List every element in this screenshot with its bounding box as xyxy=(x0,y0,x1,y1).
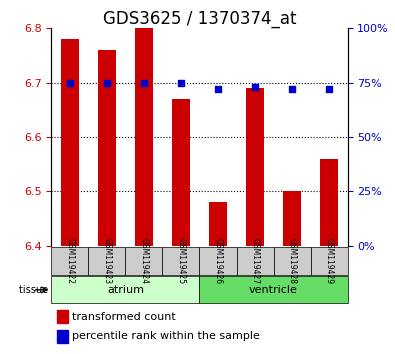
FancyBboxPatch shape xyxy=(88,247,126,274)
FancyBboxPatch shape xyxy=(51,247,88,274)
FancyBboxPatch shape xyxy=(274,247,310,274)
FancyBboxPatch shape xyxy=(237,247,274,274)
Text: tissue: tissue xyxy=(19,285,51,295)
Point xyxy=(289,86,295,92)
Text: GSM119423: GSM119423 xyxy=(102,238,111,284)
Bar xyxy=(57,330,68,343)
Point xyxy=(326,86,332,92)
FancyBboxPatch shape xyxy=(310,247,348,274)
Title: GDS3625 / 1370374_at: GDS3625 / 1370374_at xyxy=(103,10,296,28)
Text: transformed count: transformed count xyxy=(72,312,176,321)
Text: GSM119426: GSM119426 xyxy=(213,238,222,284)
FancyBboxPatch shape xyxy=(199,276,348,303)
Text: percentile rank within the sample: percentile rank within the sample xyxy=(72,331,260,341)
FancyBboxPatch shape xyxy=(126,247,162,274)
Point xyxy=(67,80,73,85)
Text: GSM119427: GSM119427 xyxy=(250,238,260,284)
Point xyxy=(104,80,110,85)
Bar xyxy=(320,159,339,246)
FancyBboxPatch shape xyxy=(51,276,199,303)
Text: GSM119429: GSM119429 xyxy=(325,238,334,284)
FancyBboxPatch shape xyxy=(199,247,237,274)
Text: GSM119422: GSM119422 xyxy=(65,238,74,284)
FancyBboxPatch shape xyxy=(162,247,199,274)
Bar xyxy=(209,202,227,246)
Bar xyxy=(135,28,153,246)
Text: atrium: atrium xyxy=(107,285,144,295)
Text: ventricle: ventricle xyxy=(249,285,298,295)
Text: GSM119428: GSM119428 xyxy=(288,238,297,284)
Point xyxy=(215,86,221,92)
Point xyxy=(178,80,184,85)
Point xyxy=(252,84,258,90)
Point xyxy=(141,80,147,85)
Bar xyxy=(57,310,68,323)
Text: GSM119424: GSM119424 xyxy=(139,238,149,284)
Bar xyxy=(283,191,301,246)
Bar xyxy=(98,50,116,246)
Bar xyxy=(60,39,79,246)
Text: GSM119425: GSM119425 xyxy=(177,238,186,284)
Bar xyxy=(246,88,264,246)
Bar xyxy=(172,99,190,246)
